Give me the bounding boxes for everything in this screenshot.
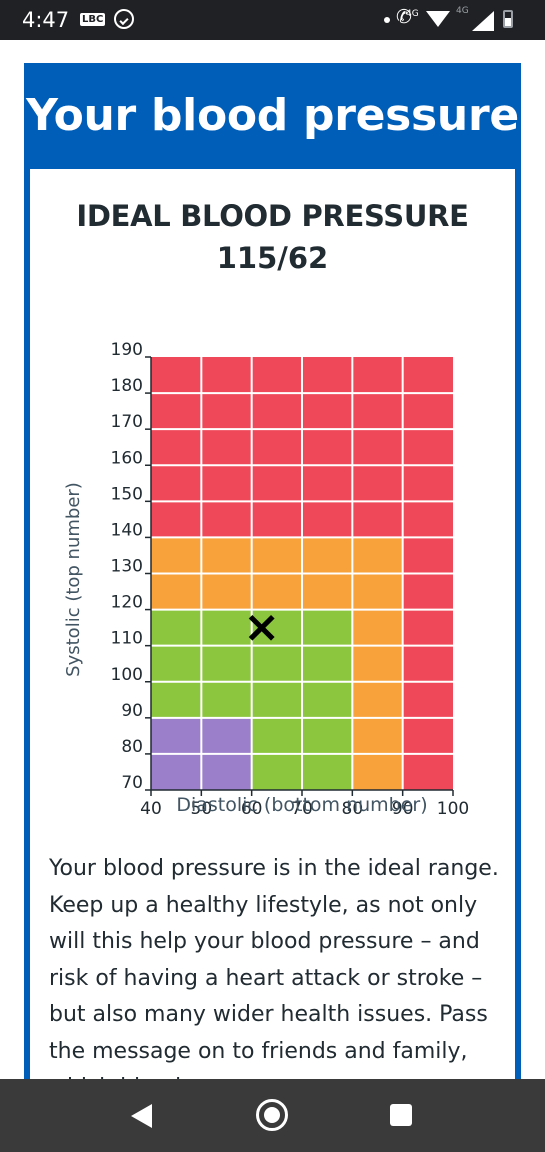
- network-type-label-secondary: 4G: [456, 6, 469, 16]
- y-tick-label: 120: [111, 593, 143, 613]
- recents-icon[interactable]: [390, 1104, 412, 1126]
- x-tick-label: 60: [241, 799, 263, 819]
- status-bar: 4:47 LBC ✆ 4G 4G: [0, 0, 545, 40]
- chart-title: IDEAL BLOOD PRESSURE: [76, 199, 469, 233]
- page-title: Your blood pressure: [26, 90, 519, 141]
- y-tick-label: 80: [121, 737, 143, 757]
- navigation-bar: [0, 1079, 545, 1152]
- y-tick-label: 110: [111, 629, 143, 649]
- battery-icon: [503, 10, 513, 28]
- status-time: 4:47: [22, 8, 70, 32]
- y-tick-label: 190: [111, 340, 143, 360]
- y-tick-label: 130: [111, 557, 143, 577]
- x-tick-label: 70: [291, 799, 313, 819]
- x-tick-label: 40: [140, 799, 162, 819]
- reading-marker: ×: [243, 602, 280, 653]
- wifi-icon: [426, 11, 450, 27]
- alarm-clock-icon: [114, 9, 134, 29]
- y-tick-label: 100: [111, 665, 143, 685]
- y-axis-label: Systolic (top number): [63, 482, 84, 677]
- x-tick-label: 90: [392, 799, 414, 819]
- content-card: Your blood pressure IDEAL BLOOD PRESSURE…: [24, 63, 521, 1083]
- y-tick-label: 160: [111, 448, 143, 468]
- result-message: Your blood pressure is in the ideal rang…: [49, 856, 499, 1083]
- home-icon[interactable]: [256, 1099, 288, 1131]
- x-tick-label: 80: [342, 799, 364, 819]
- lbc-icon: LBC: [80, 13, 106, 26]
- x-tick-label: 50: [191, 799, 213, 819]
- y-tick-label: 150: [111, 484, 143, 504]
- phone-icon: ✆: [396, 7, 412, 28]
- y-tick-label: 180: [111, 376, 143, 396]
- notification-dot-icon: [384, 17, 390, 23]
- network-type-label: 4G: [406, 9, 419, 19]
- back-icon[interactable]: [131, 1104, 152, 1128]
- blood-pressure-chart: 70 80 90 100 110 120 130 140 150 160 170 180 190 40 50…: [63, 340, 469, 819]
- y-tick-label: 170: [111, 412, 143, 432]
- y-tick-label: 140: [111, 520, 143, 540]
- chart-subtitle: 115/62: [216, 241, 329, 275]
- x-axis-label: Diastolic (bottom number): [176, 794, 427, 816]
- y-tick-label: 90: [121, 701, 143, 721]
- x-tick-label: 100: [437, 799, 469, 819]
- chart-panel: IDEAL BLOOD PRESSURE 115/62 70 80 90 100 110…: [30, 169, 515, 1083]
- cell-signal-icon: [472, 11, 494, 31]
- y-tick-label: 70: [121, 773, 143, 793]
